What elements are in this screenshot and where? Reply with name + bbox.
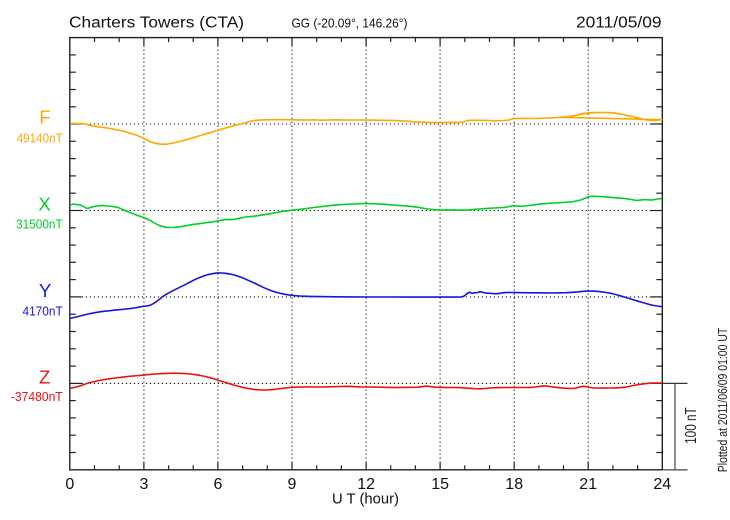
svg-text:4170nT: 4170nT [23,304,63,319]
svg-text:15: 15 [431,476,449,493]
svg-text:Y: Y [39,280,51,301]
svg-text:18: 18 [505,476,523,493]
svg-text:9: 9 [288,476,297,493]
svg-text:100 nT: 100 nT [683,407,700,444]
svg-text:Z: Z [39,367,50,388]
svg-text:GG (-20.09°, 146.26°): GG (-20.09°, 146.26°) [292,16,408,31]
svg-text:3: 3 [139,476,148,493]
svg-text:0: 0 [65,476,74,493]
svg-text:U T (hour): U T (hour) [332,492,399,508]
svg-text:-37480nT: -37480nT [11,389,63,404]
svg-text:12: 12 [357,476,375,493]
svg-text:24: 24 [653,476,671,493]
svg-text:49140nT: 49140nT [17,130,63,145]
svg-text:F: F [39,107,50,128]
svg-text:2011/05/09: 2011/05/09 [576,15,662,32]
svg-text:Charters Towers (CTA): Charters Towers (CTA) [69,15,244,32]
svg-text:X: X [38,194,50,215]
svg-text:6: 6 [213,476,222,493]
svg-text:Plotted at 2011/06/09 01:00 UT: Plotted at 2011/06/09 01:00 UT [716,327,730,472]
svg-text:21: 21 [579,476,597,493]
svg-text:31500nT: 31500nT [16,216,63,231]
